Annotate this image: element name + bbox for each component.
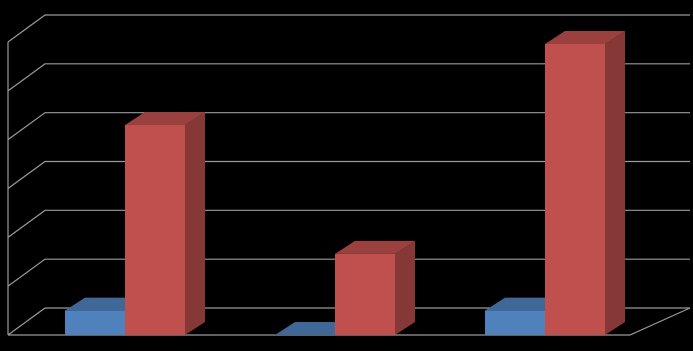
bar-front xyxy=(125,125,185,336)
bar-top xyxy=(335,240,415,254)
bar xyxy=(125,112,205,336)
bar xyxy=(335,240,415,335)
floor-edge xyxy=(8,307,691,336)
bar xyxy=(545,30,625,335)
grid-line xyxy=(7,258,690,287)
grid-line xyxy=(7,112,690,141)
bar-front xyxy=(545,43,605,335)
grid-line xyxy=(7,160,690,189)
bar-top xyxy=(545,30,625,44)
bar-top xyxy=(125,112,205,126)
grid-line xyxy=(7,63,690,92)
bar-side xyxy=(395,240,415,335)
bar-front xyxy=(335,253,395,335)
bar-front xyxy=(485,310,545,335)
grid-line xyxy=(7,14,690,43)
bar-side xyxy=(605,30,625,335)
bar-front xyxy=(65,310,125,335)
bar-side xyxy=(185,112,205,336)
grid-line xyxy=(7,209,690,238)
grid-line xyxy=(7,307,690,336)
